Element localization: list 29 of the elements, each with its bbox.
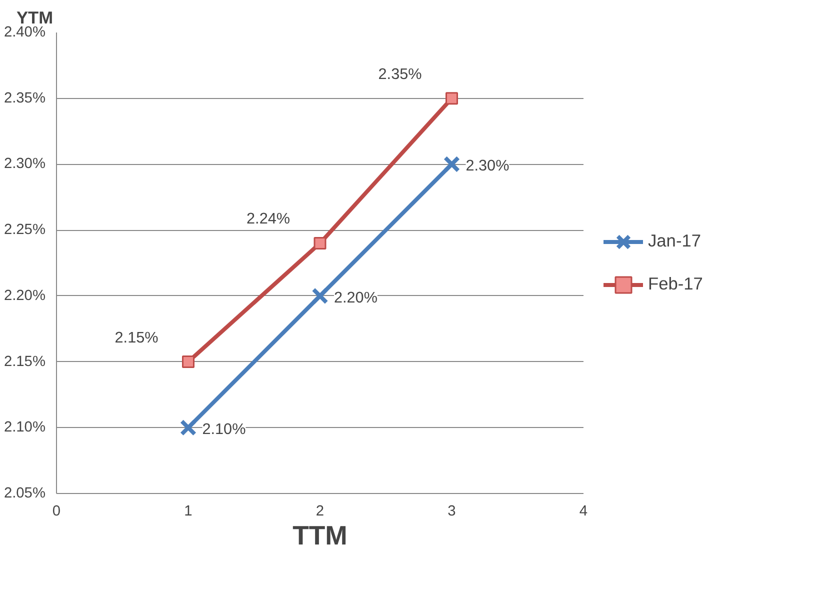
y-tick-label: 2.25% [4, 222, 46, 238]
y-axis-title: YTM [16, 8, 54, 28]
y-tick-label: 2.40% [4, 24, 46, 40]
y-tick-label: 2.30% [4, 156, 46, 172]
legend-label: Feb-17 [648, 272, 703, 296]
x-tick-label: 4 [579, 504, 588, 520]
y-tick-label: 2.10% [4, 420, 46, 436]
data-label: 2.15% [114, 329, 159, 346]
y-tick-label: 2.35% [4, 90, 46, 106]
x-tick-label: 3 [448, 504, 456, 520]
data-label: 2.10% [202, 421, 246, 438]
x-axis-title: TTM [292, 520, 348, 550]
data-label: 2.30% [466, 158, 510, 175]
legend-label: Jan-17 [648, 230, 701, 252]
x-tick-label: 2 [316, 504, 324, 520]
x-tick-label: 1 [184, 504, 192, 520]
data-label: 2.20% [334, 289, 378, 306]
point [314, 236, 326, 250]
point [443, 156, 460, 173]
point [180, 419, 197, 436]
y-tick-label: 2.05% [4, 486, 46, 502]
point [446, 92, 458, 105]
y-tick-label: 2.20% [4, 288, 46, 304]
point [182, 356, 194, 368]
point [312, 288, 328, 304]
y-tick-label: 2.15% [4, 354, 46, 370]
data-label: 2.35% [378, 66, 422, 83]
x-tick-label: 0 [52, 504, 61, 520]
data-label: 2.24% [246, 210, 290, 228]
